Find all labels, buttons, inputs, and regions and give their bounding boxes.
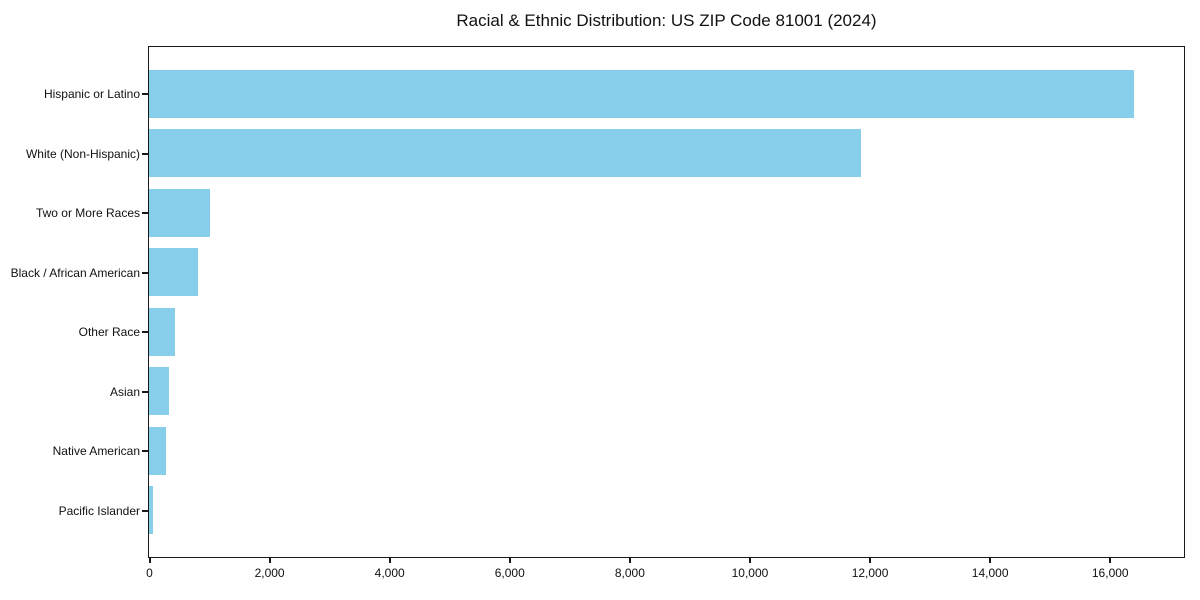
x-tick-label-0: 0 — [146, 566, 153, 580]
x-tick-label-12000: 12,000 — [851, 566, 889, 580]
y-label-pacific-islander: Pacific Islander — [58, 503, 140, 518]
x-tick-6000 — [508, 558, 511, 563]
bar-asian — [149, 367, 169, 416]
x-tick-16000 — [1109, 558, 1112, 563]
x-tick-14000 — [989, 558, 992, 563]
x-tick-10000 — [748, 558, 751, 563]
y-label-two-or-more-races: Two or More Races — [35, 206, 140, 221]
y-tick-other-race — [142, 331, 148, 334]
x-tick-12000 — [869, 558, 872, 563]
y-label-native-american: Native American — [52, 444, 140, 459]
y-tick-asian — [142, 390, 148, 393]
bar-hispanic-or-latino — [149, 69, 1134, 118]
x-tick-label-2000: 2,000 — [254, 566, 285, 580]
x-tick-8000 — [628, 558, 631, 563]
y-tick-black-african-american — [142, 271, 148, 274]
plot-area — [148, 46, 1185, 558]
bar-pacific-islander — [149, 486, 153, 535]
y-label-black-african-american: Black / African American — [10, 265, 140, 280]
y-tick-white-non-hispanic — [142, 152, 148, 155]
x-tick-label-6000: 6,000 — [494, 566, 525, 580]
y-tick-two-or-more-races — [142, 212, 148, 215]
x-tick-2000 — [268, 558, 271, 563]
x-tick-label-10000: 10,000 — [731, 566, 769, 580]
x-tick-label-14000: 14,000 — [971, 566, 1009, 580]
bar-native-american — [149, 426, 167, 475]
bar-white-non-hispanic — [149, 129, 862, 178]
chart-title: Racial & Ethnic Distribution: US ZIP Cod… — [456, 11, 877, 30]
x-tick-label-8000: 8,000 — [614, 566, 645, 580]
x-tick-0 — [148, 558, 151, 563]
x-tick-4000 — [388, 558, 391, 563]
y-label-other-race: Other Race — [78, 325, 140, 340]
x-tick-label-4000: 4,000 — [374, 566, 405, 580]
y-label-asian: Asian — [109, 384, 140, 399]
y-label-white-non-hispanic: White (Non-Hispanic) — [25, 146, 140, 161]
y-tick-native-american — [142, 450, 148, 453]
x-tick-label-16000: 16,000 — [1091, 566, 1129, 580]
bar-other-race — [149, 307, 176, 356]
y-tick-hispanic-or-latino — [142, 93, 148, 96]
y-tick-pacific-islander — [142, 509, 148, 512]
y-label-hispanic-or-latino: Hispanic or Latino — [43, 87, 140, 102]
bar-two-or-more-races — [149, 188, 211, 237]
bar-black-african-american — [149, 248, 198, 297]
